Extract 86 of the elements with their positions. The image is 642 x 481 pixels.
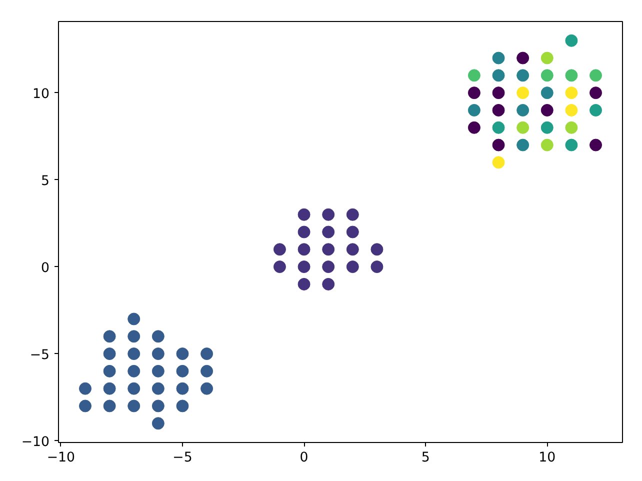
point [590, 69, 602, 82]
point [590, 104, 602, 116]
point [540, 104, 554, 116]
point [468, 69, 480, 82]
point [176, 382, 189, 395]
point [103, 330, 116, 343]
point [540, 69, 554, 82]
point [565, 86, 578, 100]
point [273, 243, 286, 256]
point [346, 208, 359, 221]
point [176, 348, 189, 360]
point [516, 69, 530, 82]
point [540, 86, 554, 100]
point [78, 400, 92, 412]
point [322, 278, 335, 290]
point [468, 121, 480, 134]
point [128, 400, 140, 412]
point [540, 52, 554, 64]
point [540, 121, 554, 134]
point [516, 86, 530, 100]
point [176, 364, 189, 378]
point [176, 400, 189, 412]
point [298, 243, 310, 256]
point [492, 121, 505, 134]
point [322, 243, 335, 256]
point [200, 348, 214, 360]
point [346, 226, 359, 238]
point [590, 138, 602, 152]
point [298, 226, 310, 238]
point [200, 382, 214, 395]
point [128, 364, 140, 378]
point [298, 260, 310, 274]
point [492, 104, 505, 116]
point [273, 260, 286, 274]
point [565, 138, 578, 152]
point [322, 226, 335, 238]
point [152, 382, 164, 395]
point [152, 364, 164, 378]
point [298, 208, 310, 221]
point [346, 243, 359, 256]
point [492, 156, 505, 169]
x-tick-label: 10 [538, 450, 556, 466]
x-tick-label: 5 [421, 450, 430, 466]
point [492, 138, 505, 152]
point [103, 382, 116, 395]
point [516, 121, 530, 134]
point [152, 330, 164, 343]
point [565, 34, 578, 47]
point [540, 138, 554, 152]
point [298, 278, 310, 290]
point [516, 138, 530, 152]
point [128, 330, 140, 343]
x-tick-label: −5 [172, 450, 192, 466]
point [152, 417, 164, 430]
point [128, 348, 140, 360]
point [128, 382, 140, 395]
point [200, 364, 214, 378]
y-tick-label: −10 [21, 434, 50, 450]
point [492, 69, 505, 82]
point [322, 260, 335, 274]
point [492, 86, 505, 100]
point [516, 52, 530, 64]
point [370, 243, 384, 256]
point [590, 86, 602, 100]
point [468, 104, 480, 116]
y-tick-label: 0 [41, 260, 50, 276]
y-tick-label: 10 [32, 86, 50, 102]
point [565, 69, 578, 82]
point [103, 364, 116, 378]
point [152, 348, 164, 360]
point [128, 312, 140, 326]
point [516, 104, 530, 116]
x-tick-label: 0 [300, 450, 308, 466]
point [322, 208, 335, 221]
point [152, 400, 164, 412]
point [370, 260, 384, 274]
point [468, 86, 480, 100]
point [492, 52, 505, 64]
point [565, 104, 578, 116]
point [103, 400, 116, 412]
y-tick-label: 5 [41, 174, 50, 189]
point [78, 382, 92, 395]
y-tick-label: −5 [30, 348, 50, 363]
point [565, 121, 578, 134]
point [346, 260, 359, 274]
point [103, 348, 116, 360]
